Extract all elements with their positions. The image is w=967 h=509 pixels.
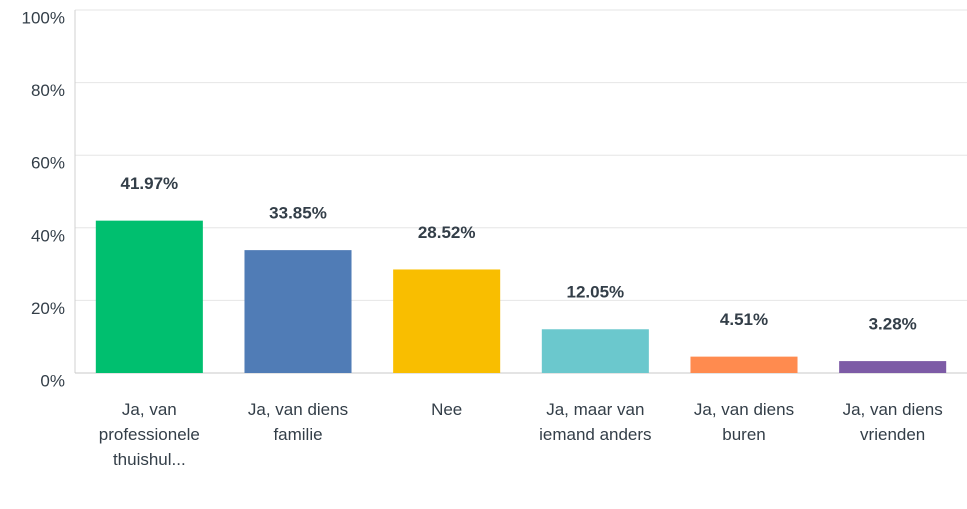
value-label: 12.05%	[566, 283, 624, 302]
bar	[690, 356, 798, 373]
y-tick-label: 80%	[31, 81, 65, 100]
x-tick-label: Ja, van diens familie	[247, 400, 349, 444]
x-tick-label: Ja, maar van iemand anders	[539, 400, 652, 444]
value-label: 3.28%	[869, 315, 917, 334]
bar	[393, 269, 501, 373]
y-tick-label: 60%	[31, 154, 65, 173]
x-tick-label: Ja, van diens vrienden	[842, 400, 943, 444]
y-tick-label: 20%	[31, 299, 65, 318]
bar	[839, 361, 947, 373]
value-label: 4.51%	[720, 310, 768, 329]
bar	[95, 220, 203, 373]
bar	[541, 329, 649, 373]
x-tick-label: Ja, van professionele thuishul...	[98, 400, 200, 469]
x-tick-label: Ja, van diens buren	[693, 400, 795, 444]
value-label: 28.52%	[418, 223, 476, 242]
value-label: 41.97%	[120, 174, 178, 193]
y-tick-label: 40%	[31, 226, 65, 245]
y-tick-label: 0%	[40, 371, 65, 390]
bar	[244, 250, 352, 373]
x-tick-label: Nee	[431, 400, 463, 419]
y-tick-label: 100%	[22, 8, 65, 27]
value-label: 33.85%	[269, 204, 327, 223]
